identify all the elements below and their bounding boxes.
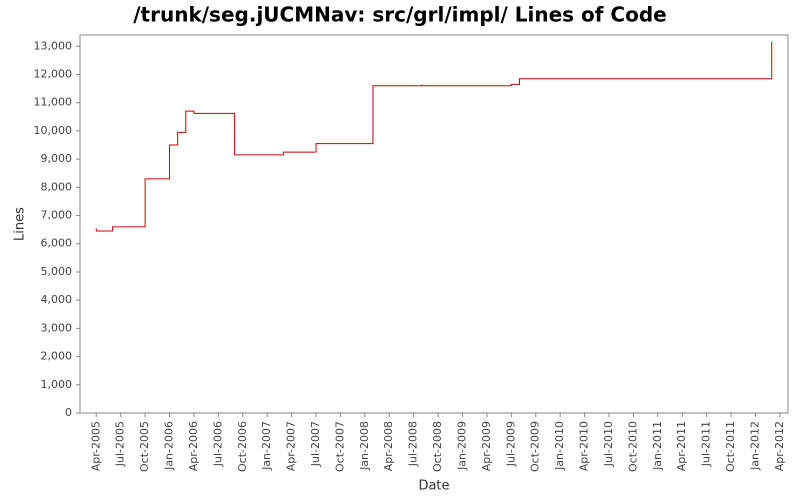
x-tick-label: Apr-2012 <box>773 421 786 471</box>
x-tick-label: Jan-2007 <box>260 421 273 471</box>
x-tick-label: Oct-2006 <box>236 421 249 472</box>
y-tick-label: 3,000 <box>41 321 73 334</box>
y-tick-label: 9,000 <box>41 152 73 165</box>
y-tick-label: 5,000 <box>41 265 73 278</box>
data-line <box>95 42 773 232</box>
x-tick-label: Jan-2011 <box>651 421 664 471</box>
x-tick-label: Apr-2010 <box>578 421 591 471</box>
x-tick-label: Apr-2005 <box>89 421 102 471</box>
x-tick-label: Oct-2005 <box>138 421 151 472</box>
x-tick-label: Jul-2005 <box>114 421 127 467</box>
x-tick-label: Jul-2010 <box>602 421 615 467</box>
x-tick-label: Apr-2007 <box>285 421 298 471</box>
y-tick-label: 1,000 <box>41 378 73 391</box>
y-tick-label: 7,000 <box>41 209 73 222</box>
x-tick-label: Oct-2011 <box>724 421 737 472</box>
y-tick-label: 12,000 <box>34 67 73 80</box>
x-tick-label: Oct-2008 <box>431 421 444 472</box>
x-tick-label: Jul-2011 <box>700 421 713 467</box>
y-tick-label: 0 <box>65 406 72 419</box>
x-tick-label: Apr-2009 <box>480 421 493 471</box>
x-tick-label: Apr-2011 <box>675 421 688 471</box>
chart-title: /trunk/seg.jUCMNav: src/grl/impl/ Lines … <box>133 3 666 27</box>
y-tick-label: 11,000 <box>34 96 73 109</box>
x-tick-label: Jan-2009 <box>455 421 468 471</box>
y-axis-label: Lines <box>13 207 28 241</box>
y-tick-label: 13,000 <box>34 39 73 52</box>
y-tick-label: 10,000 <box>34 124 73 137</box>
x-tick-label: Jul-2008 <box>407 421 420 467</box>
y-tick-label: 8,000 <box>41 180 73 193</box>
x-tick-label: Jul-2006 <box>211 421 224 467</box>
y-tick-label: 6,000 <box>41 237 73 250</box>
x-axis-label: Date <box>418 479 449 494</box>
x-tick-label: Jan-2008 <box>358 421 371 471</box>
y-tick-label: 4,000 <box>41 293 73 306</box>
x-tick-label: Jul-2009 <box>504 421 517 467</box>
x-tick-label: Apr-2006 <box>187 421 200 471</box>
x-tick-label: Oct-2007 <box>333 421 346 472</box>
x-tick-label: Jan-2012 <box>748 421 761 471</box>
x-tick-label: Oct-2010 <box>626 421 639 472</box>
plot-frame <box>79 34 789 414</box>
y-tick-label: 2,000 <box>41 350 73 363</box>
x-tick-label: Oct-2009 <box>529 421 542 472</box>
x-tick-label: Jan-2010 <box>553 421 566 471</box>
x-tick-label: Jan-2006 <box>163 421 176 471</box>
x-tick-label: Apr-2008 <box>382 421 395 471</box>
x-tick-label: Jul-2007 <box>309 421 322 467</box>
